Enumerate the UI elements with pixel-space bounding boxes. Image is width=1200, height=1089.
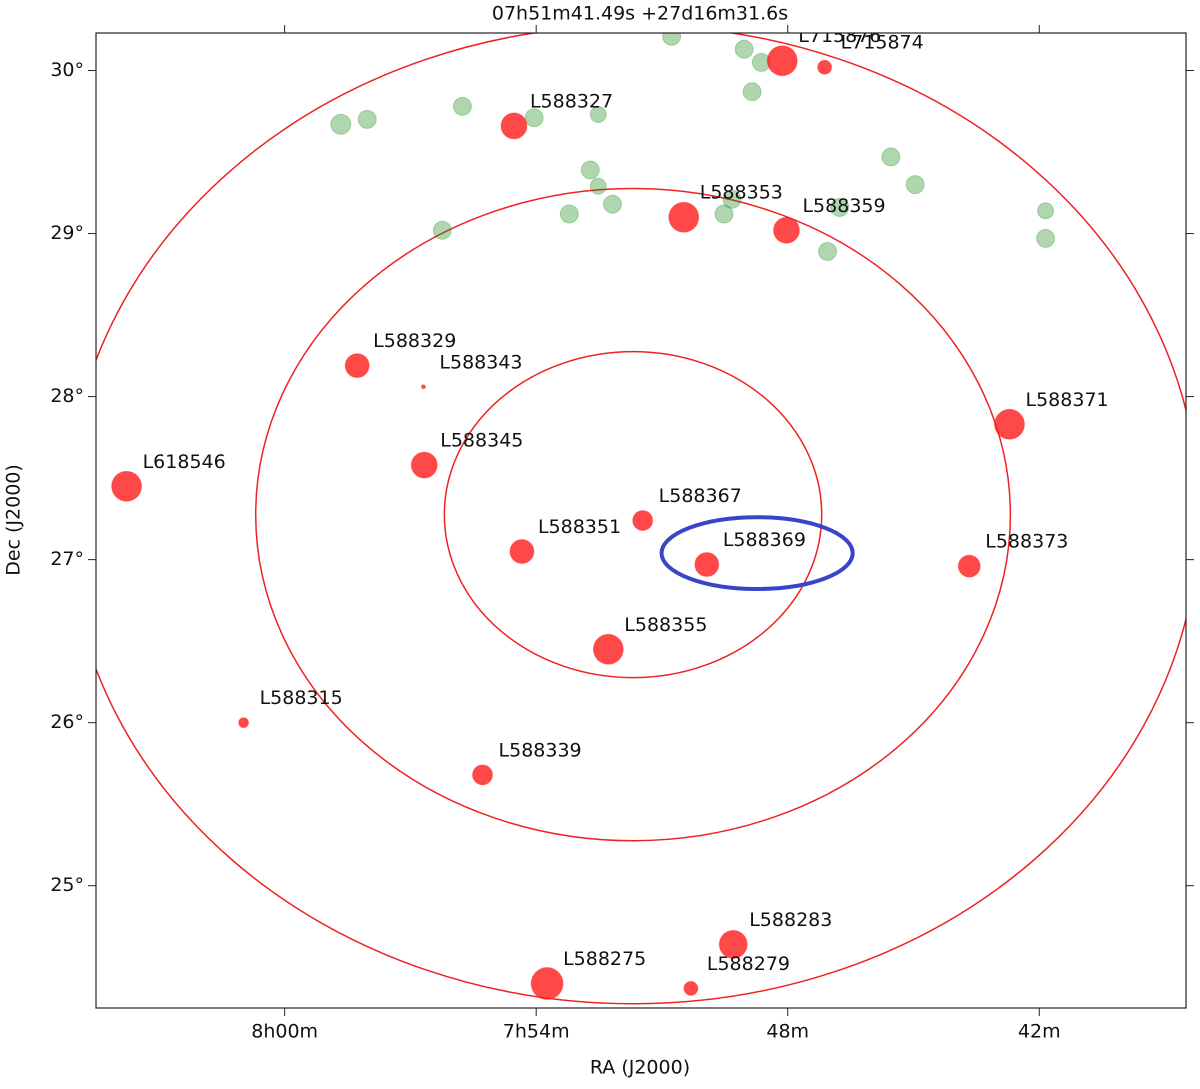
source-marker xyxy=(524,108,544,128)
source-marker xyxy=(530,967,564,1001)
source-label: L588279 xyxy=(707,953,790,975)
source-marker xyxy=(559,204,579,224)
source-marker xyxy=(683,980,699,996)
x-axis-label: RA (J2000) xyxy=(590,1057,690,1079)
source-marker xyxy=(1037,202,1055,220)
source-marker xyxy=(905,175,925,195)
chart-title: 07h51m41.49s +27d16m31.6s xyxy=(492,3,788,25)
y-axis-label: Dec (J2000) xyxy=(3,464,25,576)
source-label: L588353 xyxy=(700,182,783,204)
source-marker xyxy=(410,451,438,479)
y-tick-label: 27° xyxy=(50,548,84,570)
source-marker xyxy=(509,538,535,564)
source-marker xyxy=(818,241,838,261)
source-marker xyxy=(452,96,472,116)
source-marker xyxy=(330,113,352,135)
source-marker xyxy=(1036,228,1056,248)
source-marker xyxy=(580,160,600,180)
source-marker xyxy=(881,147,901,167)
source-marker xyxy=(742,82,762,102)
search-ring xyxy=(254,187,1012,842)
source-marker xyxy=(734,39,754,59)
source-label: L715876 xyxy=(798,25,881,47)
source-label: L588327 xyxy=(530,90,613,112)
source-label: L588315 xyxy=(260,687,343,709)
source-label: L588329 xyxy=(373,330,456,352)
y-tick-label: 25° xyxy=(50,874,84,896)
axes-frame xyxy=(95,32,1187,1009)
y-tick-label: 29° xyxy=(50,222,84,244)
source-label: L588351 xyxy=(538,516,621,538)
source-marker xyxy=(817,59,833,75)
source-label: L618546 xyxy=(143,451,226,473)
source-marker xyxy=(714,204,734,224)
source-marker xyxy=(111,470,143,502)
source-marker xyxy=(589,106,607,124)
source-label: L588355 xyxy=(624,614,707,636)
source-marker xyxy=(432,220,452,240)
target-region xyxy=(659,515,855,591)
source-label: L588369 xyxy=(723,529,806,551)
source-marker xyxy=(766,45,798,77)
source-marker xyxy=(718,929,748,959)
source-marker xyxy=(662,33,682,46)
source-marker xyxy=(472,764,494,786)
source-label: L588283 xyxy=(749,909,832,931)
source-marker xyxy=(772,216,800,244)
source-label: L588339 xyxy=(499,739,582,761)
search-ring xyxy=(96,33,1186,1005)
source-marker xyxy=(957,554,981,578)
source-marker xyxy=(500,112,528,140)
x-tick-label: 48m xyxy=(766,1021,809,1043)
y-tick-label: 26° xyxy=(50,711,84,733)
source-label: L588343 xyxy=(439,351,522,373)
source-marker xyxy=(238,717,250,729)
source-marker xyxy=(830,197,850,217)
x-tick-label: 8h00m xyxy=(251,1021,318,1043)
source-label: L588371 xyxy=(1026,389,1109,411)
search-ring xyxy=(443,350,823,679)
source-label: L588373 xyxy=(985,531,1068,553)
source-marker xyxy=(722,189,742,209)
source-marker xyxy=(357,109,377,129)
source-marker xyxy=(632,510,654,531)
source-marker xyxy=(592,633,624,665)
x-tick-label: 42m xyxy=(1018,1021,1061,1043)
y-tick-label: 28° xyxy=(50,385,84,407)
source-marker xyxy=(344,353,370,379)
source-label: L588345 xyxy=(440,430,523,452)
x-tick-label: 7h54m xyxy=(503,1021,570,1043)
source-label: L715874 xyxy=(841,32,924,54)
source-marker xyxy=(694,552,720,578)
source-marker xyxy=(589,177,607,195)
source-marker xyxy=(602,194,622,214)
source-marker xyxy=(668,201,700,233)
y-tick-label: 30° xyxy=(50,59,84,81)
source-label: L588359 xyxy=(802,195,885,217)
source-label: L588275 xyxy=(563,948,646,970)
source-label: L588367 xyxy=(659,485,742,507)
source-marker xyxy=(420,384,426,390)
source-marker xyxy=(994,408,1026,440)
